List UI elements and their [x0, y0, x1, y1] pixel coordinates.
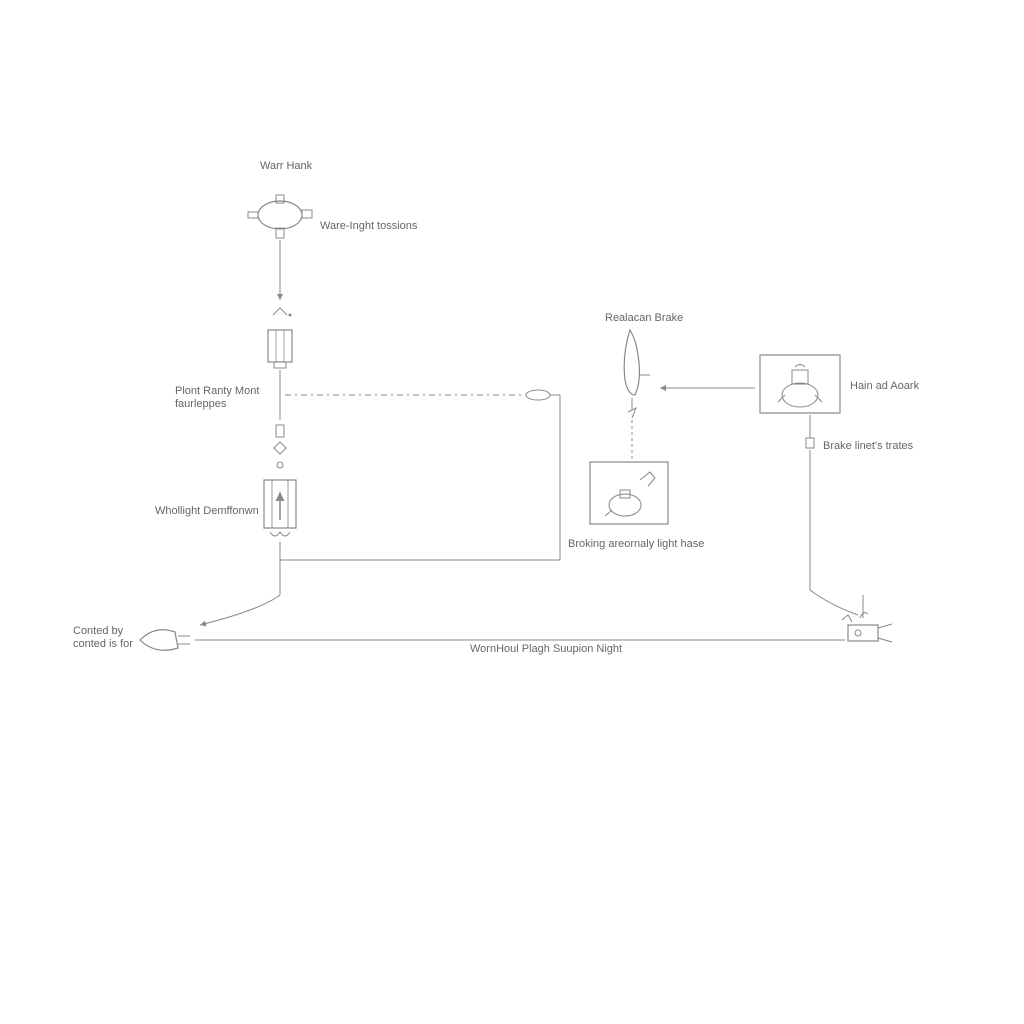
pump-top-node: [248, 195, 312, 238]
broking-box-node: [590, 462, 668, 524]
horn-node: [140, 630, 190, 650]
label-plont-ranty: Plont Ranty Mont faurleppes: [175, 385, 259, 411]
small-glyphs: [273, 308, 292, 317]
label-conted-by: Conted by conted is for: [73, 625, 133, 651]
mid-connectors: [274, 425, 286, 468]
diagram-canvas: [0, 0, 1024, 1024]
valve2-node: [264, 480, 296, 536]
valve1-node: [268, 330, 292, 368]
label-wornhoul: WornHoul Plagh Suupion Night: [470, 643, 622, 656]
label-warr-hank: Warr Hank: [260, 160, 312, 173]
label-whollight: Whollight Demffonwn: [155, 505, 259, 518]
label-hain-ad: Hain ad Aoark: [850, 380, 919, 393]
hain-box-node: [760, 355, 840, 413]
terminal-node: [842, 613, 892, 642]
inline-connector: [526, 390, 550, 400]
label-realacan: Realacan Brake: [605, 312, 683, 325]
label-broking: Broking areornaly light hase: [568, 538, 704, 551]
label-brake-linets: Brake linet's trates: [823, 440, 913, 453]
label-ware-inght: Ware-Inght tossions: [320, 220, 417, 233]
flame-node: [624, 330, 650, 418]
